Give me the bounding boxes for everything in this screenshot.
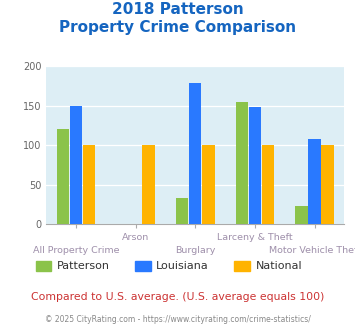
Text: Larceny & Theft: Larceny & Theft <box>217 233 293 242</box>
Bar <box>202 145 215 224</box>
Text: Property Crime Comparison: Property Crime Comparison <box>59 20 296 35</box>
Bar <box>248 107 261 224</box>
Text: All Property Crime: All Property Crime <box>33 246 119 255</box>
Bar <box>308 139 321 224</box>
Bar <box>142 145 155 224</box>
Bar <box>235 102 248 224</box>
Bar <box>56 129 69 224</box>
Bar <box>83 145 95 224</box>
Text: Arson: Arson <box>122 233 149 242</box>
Text: Compared to U.S. average. (U.S. average equals 100): Compared to U.S. average. (U.S. average … <box>31 292 324 302</box>
Bar <box>262 145 274 224</box>
Text: © 2025 CityRating.com - https://www.cityrating.com/crime-statistics/: © 2025 CityRating.com - https://www.city… <box>45 315 310 324</box>
Text: Patterson: Patterson <box>57 261 110 271</box>
Bar <box>70 106 82 224</box>
Text: 2018 Patterson: 2018 Patterson <box>111 2 244 16</box>
Text: Motor Vehicle Theft: Motor Vehicle Theft <box>268 246 355 255</box>
Text: Burglary: Burglary <box>175 246 215 255</box>
Bar <box>295 206 308 224</box>
Bar <box>189 83 202 224</box>
Bar <box>176 198 189 224</box>
Text: Louisiana: Louisiana <box>156 261 209 271</box>
Bar <box>321 145 334 224</box>
Text: National: National <box>256 261 302 271</box>
